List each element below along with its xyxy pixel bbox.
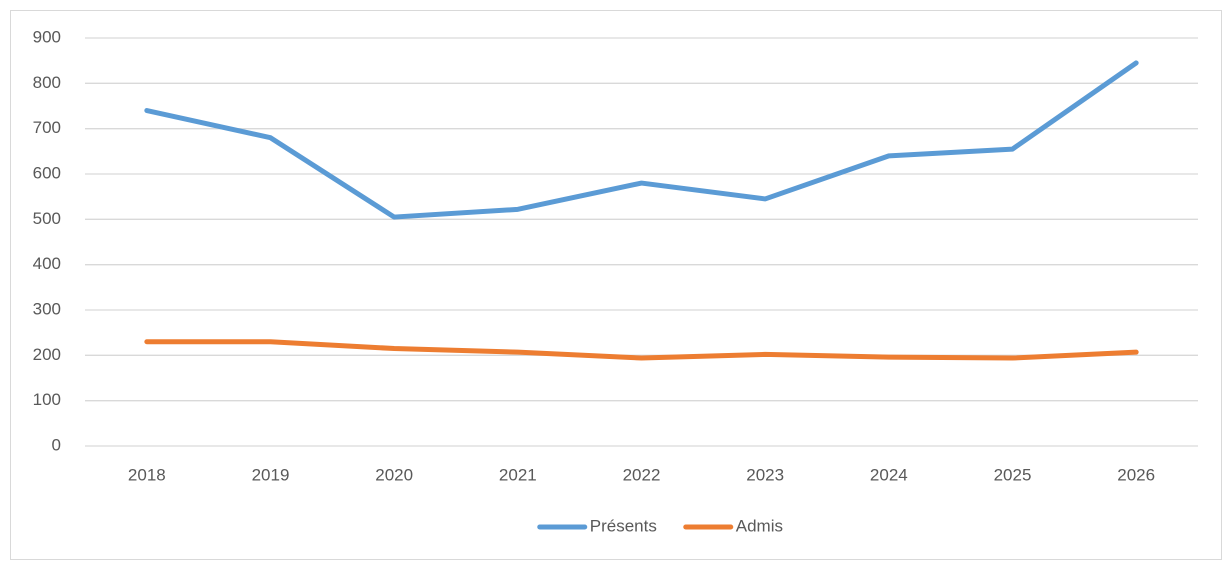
series-line [144, 60, 1139, 220]
y-tick-label: 200 [33, 345, 61, 364]
x-tick-label: 2023 [746, 465, 784, 484]
y-tick-label: 0 [52, 435, 61, 454]
series-line [144, 339, 1139, 361]
x-tick-label: 2018 [128, 465, 166, 484]
y-tick-label: 500 [33, 209, 61, 228]
x-tick-label: 2019 [252, 465, 290, 484]
y-tick-label: 600 [33, 163, 61, 182]
x-tick-label: 2026 [1117, 465, 1155, 484]
x-tick-label: 2025 [994, 465, 1032, 484]
y-tick-label: 900 [33, 27, 61, 46]
chart-border [10, 10, 1222, 560]
y-tick-label: 300 [33, 299, 61, 318]
legend-label: Présents [590, 516, 657, 535]
y-tick-label: 700 [33, 118, 61, 137]
x-tick-label: 2021 [499, 465, 537, 484]
y-tick-label: 400 [33, 254, 61, 273]
y-tick-label: 100 [33, 390, 61, 409]
x-tick-label: 2022 [623, 465, 661, 484]
legend-label: Admis [736, 516, 783, 535]
x-tick-label: 2020 [375, 465, 413, 484]
y-tick-label: 800 [33, 73, 61, 92]
x-tick-label: 2024 [870, 465, 908, 484]
